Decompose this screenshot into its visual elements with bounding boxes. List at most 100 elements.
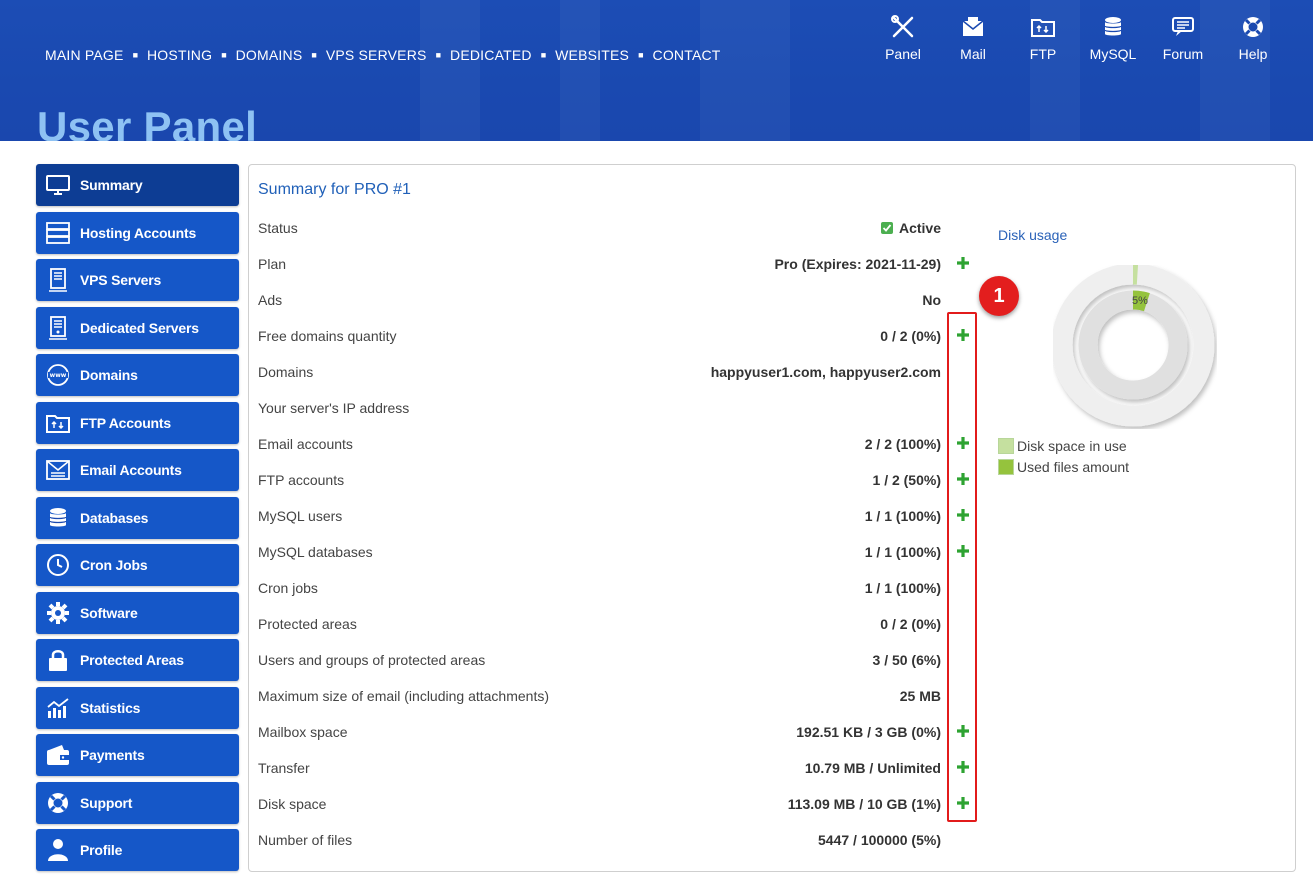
legend-label: Disk space in use (1017, 438, 1127, 454)
monitor-icon (36, 174, 80, 196)
summary-row-label: MySQL databases (258, 544, 373, 560)
summary-row-value: 113.09 MB / 10 GB (1%) (788, 796, 941, 812)
lock-icon (36, 648, 80, 672)
add-plus-icon[interactable] (956, 256, 970, 270)
summary-row-label: Protected areas (258, 616, 357, 632)
annotation-highlight-box (947, 312, 977, 822)
nav-separator: ■ (311, 50, 316, 60)
sidebar-item-label: FTP Accounts (80, 415, 171, 431)
quick-link-mail[interactable]: Mail (938, 14, 1008, 62)
sidebar-item-databases[interactable]: Databases (36, 497, 239, 539)
summary-row-value: 192.51 KB / 3 GB (0%) (796, 724, 941, 740)
quick-link-mysql[interactable]: MySQL (1078, 14, 1148, 62)
sidebar-item-profile[interactable]: Profile (36, 829, 239, 871)
nav-separator: ■ (638, 50, 643, 60)
quick-link-panel[interactable]: Panel (868, 14, 938, 62)
summary-row-value: No (922, 292, 941, 308)
sidebar-item-label: Support (80, 795, 132, 811)
globe-www-icon: www (36, 363, 80, 387)
sidebar-item-label: Protected Areas (80, 652, 184, 668)
quick-link-label: Help (1239, 46, 1268, 62)
sidebar-item-software[interactable]: Software (36, 592, 239, 634)
sidebar-item-statistics[interactable]: Statistics (36, 687, 239, 729)
sidebar: Summary Hosting Accounts VPS Servers Dedica… (36, 164, 239, 877)
summary-row-label: Plan (258, 256, 286, 272)
top-navigation: MAIN PAGE ■ HOSTING ■ DOMAINS ■ VPS SERVERS ■ DE… (45, 47, 721, 63)
summary-row-label: Domains (258, 364, 313, 380)
donut-chart-svg: 5% (1053, 265, 1217, 429)
nav-separator: ■ (541, 50, 546, 60)
sidebar-item-cron-jobs[interactable]: Cron Jobs (36, 544, 239, 586)
check-icon (881, 222, 893, 234)
nav-link-dedicated[interactable]: DEDICATED (450, 47, 532, 63)
sidebar-item-email-accounts[interactable]: Email Accounts (36, 449, 239, 491)
lifebuoy-icon (1240, 14, 1266, 40)
summary-row: Protected areas 0 / 2 (0%) (258, 607, 978, 643)
files-percent-label: 5% (1132, 295, 1148, 307)
summary-row-value: 1 / 1 (100%) (865, 508, 941, 524)
nav-separator: ■ (436, 50, 441, 60)
nav-link-domains[interactable]: DOMAINS (236, 47, 303, 63)
sidebar-item-summary[interactable]: Summary (36, 164, 239, 206)
sidebar-item-ftp-accounts[interactable]: FTP Accounts (36, 402, 239, 444)
lifebuoy-icon (36, 790, 80, 816)
legend-swatch (998, 438, 1014, 454)
sidebar-item-label: Summary (80, 177, 142, 193)
mail-icon (960, 14, 986, 40)
status-badge: Active (881, 220, 941, 236)
database-icon (1100, 14, 1126, 40)
nav-link-main-page[interactable]: MAIN PAGE (45, 47, 124, 63)
quick-link-help[interactable]: Help (1218, 14, 1288, 62)
sidebar-item-protected-areas[interactable]: Protected Areas (36, 639, 239, 681)
summary-row-label: Free domains quantity (258, 328, 397, 344)
quick-link-forum[interactable]: Forum (1148, 14, 1218, 62)
sidebar-item-dedicated-servers[interactable]: Dedicated Servers (36, 307, 239, 349)
quick-link-label: MySQL (1090, 46, 1137, 62)
nav-link-websites[interactable]: WEBSITES (555, 47, 629, 63)
nav-link-vps-servers[interactable]: VPS SERVERS (326, 47, 427, 63)
summary-row-value: 1 / 2 (50%) (873, 472, 941, 488)
quick-link-ftp[interactable]: FTP (1008, 14, 1078, 62)
summary-row-label: Email accounts (258, 436, 353, 452)
summary-row-value: 25 MB (900, 688, 941, 704)
summary-row-value: 1 / 1 (100%) (865, 544, 941, 560)
summary-row-value-text: 1 / 1 (100%) (865, 508, 941, 524)
summary-row-value-text: Pro (Expires: 2021-11-29) (774, 256, 941, 272)
clock-icon (36, 553, 80, 577)
summary-row: Plan Pro (Expires: 2021-11-29) (258, 247, 978, 283)
sidebar-item-label: Payments (80, 747, 145, 763)
sidebar-item-label: Email Accounts (80, 462, 182, 478)
sidebar-item-vps-servers[interactable]: VPS Servers (36, 259, 239, 301)
ftp-folder-icon (1030, 14, 1056, 40)
quick-link-label: Forum (1163, 46, 1203, 62)
summary-row-value-text: 0 / 2 (0%) (880, 328, 941, 344)
summary-row-value: 5447 / 100000 (5%) (818, 832, 941, 848)
gear-icon (36, 601, 80, 625)
page-title: User Panel (37, 101, 257, 141)
summary-row: Your server's IP address (258, 391, 978, 427)
sidebar-item-support[interactable]: Support (36, 782, 239, 824)
summary-row-label: Cron jobs (258, 580, 318, 596)
summary-row-value: 10.79 MB / Unlimited (805, 760, 941, 776)
forum-icon (1170, 14, 1196, 40)
annotation-badge: 1 (979, 276, 1019, 316)
server-icon (36, 222, 80, 244)
summary-row-value-text: 10.79 MB / Unlimited (805, 760, 941, 776)
chart-icon (36, 697, 80, 719)
summary-row-label: Transfer (258, 760, 310, 776)
summary-row-value: 0 / 2 (0%) (880, 616, 941, 632)
nav-link-hosting[interactable]: HOSTING (147, 47, 212, 63)
sidebar-item-hosting-accounts[interactable]: Hosting Accounts (36, 212, 239, 254)
summary-row: MySQL databases 1 / 1 (100%) (258, 535, 978, 571)
sidebar-item-payments[interactable]: Payments (36, 734, 239, 776)
summary-row: Maximum size of email (including attachm… (258, 679, 978, 715)
nav-link-contact[interactable]: CONTACT (653, 47, 721, 63)
vps-icon (36, 268, 80, 292)
summary-row-label: Users and groups of protected areas (258, 652, 485, 668)
